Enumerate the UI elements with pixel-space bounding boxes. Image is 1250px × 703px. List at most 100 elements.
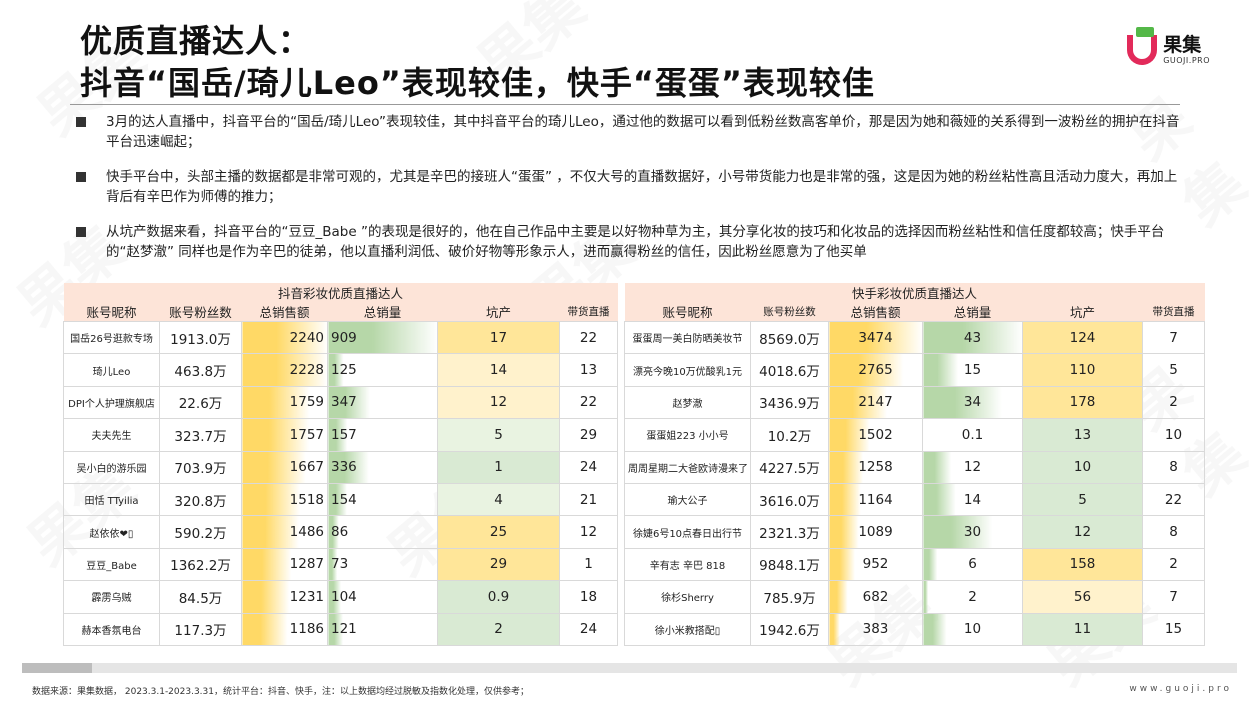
live-count: 22 (558, 320, 619, 355)
footer-bar (22, 663, 1237, 673)
total-quantity: 909 (327, 320, 438, 355)
live-count: 15 (1141, 612, 1206, 646)
site-url: www.guoji.pro (1129, 684, 1232, 694)
live-count: 21 (558, 482, 619, 517)
column-header: 账号昵称 (63, 302, 160, 322)
pit-output: 12 (437, 385, 560, 420)
total-quantity: 347 (327, 385, 438, 420)
total-sales: 1518 (241, 482, 328, 517)
live-count: 7 (1141, 320, 1206, 355)
pit-output: 4 (437, 482, 560, 517)
summary-item: 从坑产数据来看，抖音平台的“豆豆_Babe ”的表现是很好的，他在自己作品中主要… (74, 222, 1184, 262)
account-name: 国岳26号逛款专场 (63, 320, 160, 355)
pit-output: 10 (1022, 450, 1143, 484)
total-sales: 1667 (241, 450, 328, 484)
bullet-square-icon (76, 172, 86, 182)
table-row: 霹雳乌贼 84.5万 1231 104 0.9 18 (63, 580, 619, 614)
title-line-1: 优质直播达人： (80, 22, 312, 60)
column-header: 账号昵称 (624, 302, 751, 322)
total-sales: 3474 (828, 320, 923, 355)
pit-output: 178 (1022, 385, 1143, 420)
total-sales: 1502 (828, 418, 923, 452)
total-quantity: 125 (327, 353, 438, 387)
fans-count: 1942.6万 (750, 612, 829, 646)
table-row: 徐小米教搭配▯ 1942.6万 383 10 11 15 (624, 612, 1206, 646)
column-header: 坑产 (1022, 302, 1143, 322)
pit-output: 12 (1022, 515, 1143, 549)
pit-output: 110 (1022, 353, 1143, 387)
table-row: 豆豆_Babe 1362.2万 1287 73 29 1 (63, 547, 619, 582)
total-sales: 2240 (241, 320, 328, 355)
total-quantity: 73 (327, 547, 438, 582)
divider (70, 104, 1180, 105)
pit-output: 2 (437, 612, 560, 646)
account-name: 霹雳乌贼 (63, 580, 160, 614)
douyin-table-caption: 抖音彩妆优质直播达人 (63, 283, 618, 302)
fans-count: 463.8万 (159, 353, 242, 387)
account-name: 徐小米教搭配▯ (624, 612, 751, 646)
pit-output: 1 (437, 450, 560, 484)
total-sales: 1759 (241, 385, 328, 420)
account-name: DPI个人护理旗舰店 (63, 385, 160, 420)
live-count: 7 (1141, 580, 1206, 614)
data-source-note: 数据来源：果集数据， 2023.3.1-2023.3.31，统计平台：抖音、快手… (32, 687, 529, 697)
total-sales: 1258 (828, 450, 923, 484)
table-row: 瑜大公子 3616.0万 1164 14 5 22 (624, 482, 1206, 517)
fans-count: 3616.0万 (750, 482, 829, 517)
live-count: 10 (1141, 418, 1206, 452)
table-row: 夫夫先生 323.7万 1757 157 5 29 (63, 418, 619, 452)
table-row: 吴小白的游乐园 703.9万 1667 336 1 24 (63, 450, 619, 484)
fans-count: 703.9万 (159, 450, 242, 484)
fans-count: 320.8万 (159, 482, 242, 517)
page-title: 优质直播达人： 抖音“国岳/琦儿Leo”表现较佳，快手“蛋蛋”表现较佳 (80, 20, 875, 104)
fans-count: 1913.0万 (159, 320, 242, 355)
account-name: 豆豆_Babe (63, 547, 160, 582)
total-quantity: 154 (327, 482, 438, 517)
live-count: 22 (1141, 482, 1206, 517)
total-quantity: 34 (922, 385, 1023, 420)
total-quantity: 0.1 (922, 418, 1023, 452)
fans-count: 9848.1万 (750, 547, 829, 582)
logo-name: 果集 (1163, 34, 1202, 56)
fans-count: 84.5万 (159, 580, 242, 614)
pit-output: 5 (1022, 482, 1143, 517)
table-row: 蛋蛋周一美白防晒美妆节 8569.0万 3474 43 124 7 (624, 320, 1206, 355)
fans-count: 323.7万 (159, 418, 242, 452)
bullet-square-icon (76, 227, 86, 237)
column-header: 账号粉丝数 (159, 302, 242, 322)
total-sales: 2228 (241, 353, 328, 387)
account-name: 瑜大公子 (624, 482, 751, 517)
pit-output: 158 (1022, 547, 1143, 582)
logo-subtitle: GUOJI.PRO (1163, 56, 1210, 65)
table-row: 琦儿Leo 463.8万 2228 125 14 13 (63, 353, 619, 387)
kuaishou-table: 快手彩妆优质直播达人 账号昵称 账号粉丝数 总销售额 总销量 坑产 带货直播 蛋蛋周一美白… (624, 283, 1206, 646)
live-count: 5 (1141, 353, 1206, 387)
column-header: 带货直播 (559, 302, 618, 322)
total-sales: 682 (828, 580, 923, 614)
live-count: 13 (558, 353, 619, 387)
column-header: 带货直播 (1142, 302, 1205, 322)
live-count: 8 (1141, 450, 1206, 484)
account-name: 蛋蛋姐223 小小号 (624, 418, 751, 452)
pit-output: 56 (1022, 580, 1143, 614)
live-count: 24 (558, 450, 619, 484)
pit-output: 0.9 (437, 580, 560, 614)
total-quantity: 336 (327, 450, 438, 484)
total-sales: 383 (828, 612, 923, 646)
total-quantity: 14 (922, 482, 1023, 517)
live-count: 22 (558, 385, 619, 420)
fans-count: 117.3万 (159, 612, 242, 646)
pit-output: 11 (1022, 612, 1143, 646)
total-sales: 1287 (241, 547, 328, 582)
account-name: 赫本香氛电台 (63, 612, 160, 646)
fans-count: 785.9万 (750, 580, 829, 614)
fans-count: 4227.5万 (750, 450, 829, 484)
total-quantity: 6 (922, 547, 1023, 582)
column-header: 总销量 (327, 302, 438, 322)
table-row: 赵梦澈 3436.9万 2147 34 178 2 (624, 385, 1206, 420)
summary-text: 3月的达人直播中，抖音平台的“国岳/琦儿Leo”表现较佳，其中抖音平台的琦儿Le… (106, 114, 1180, 150)
logo-icon (1127, 26, 1158, 65)
total-quantity: 157 (327, 418, 438, 452)
account-name: 田恬 TTyilia (63, 482, 160, 517)
table-row: 徐杉Sherry 785.9万 682 2 56 7 (624, 580, 1206, 614)
